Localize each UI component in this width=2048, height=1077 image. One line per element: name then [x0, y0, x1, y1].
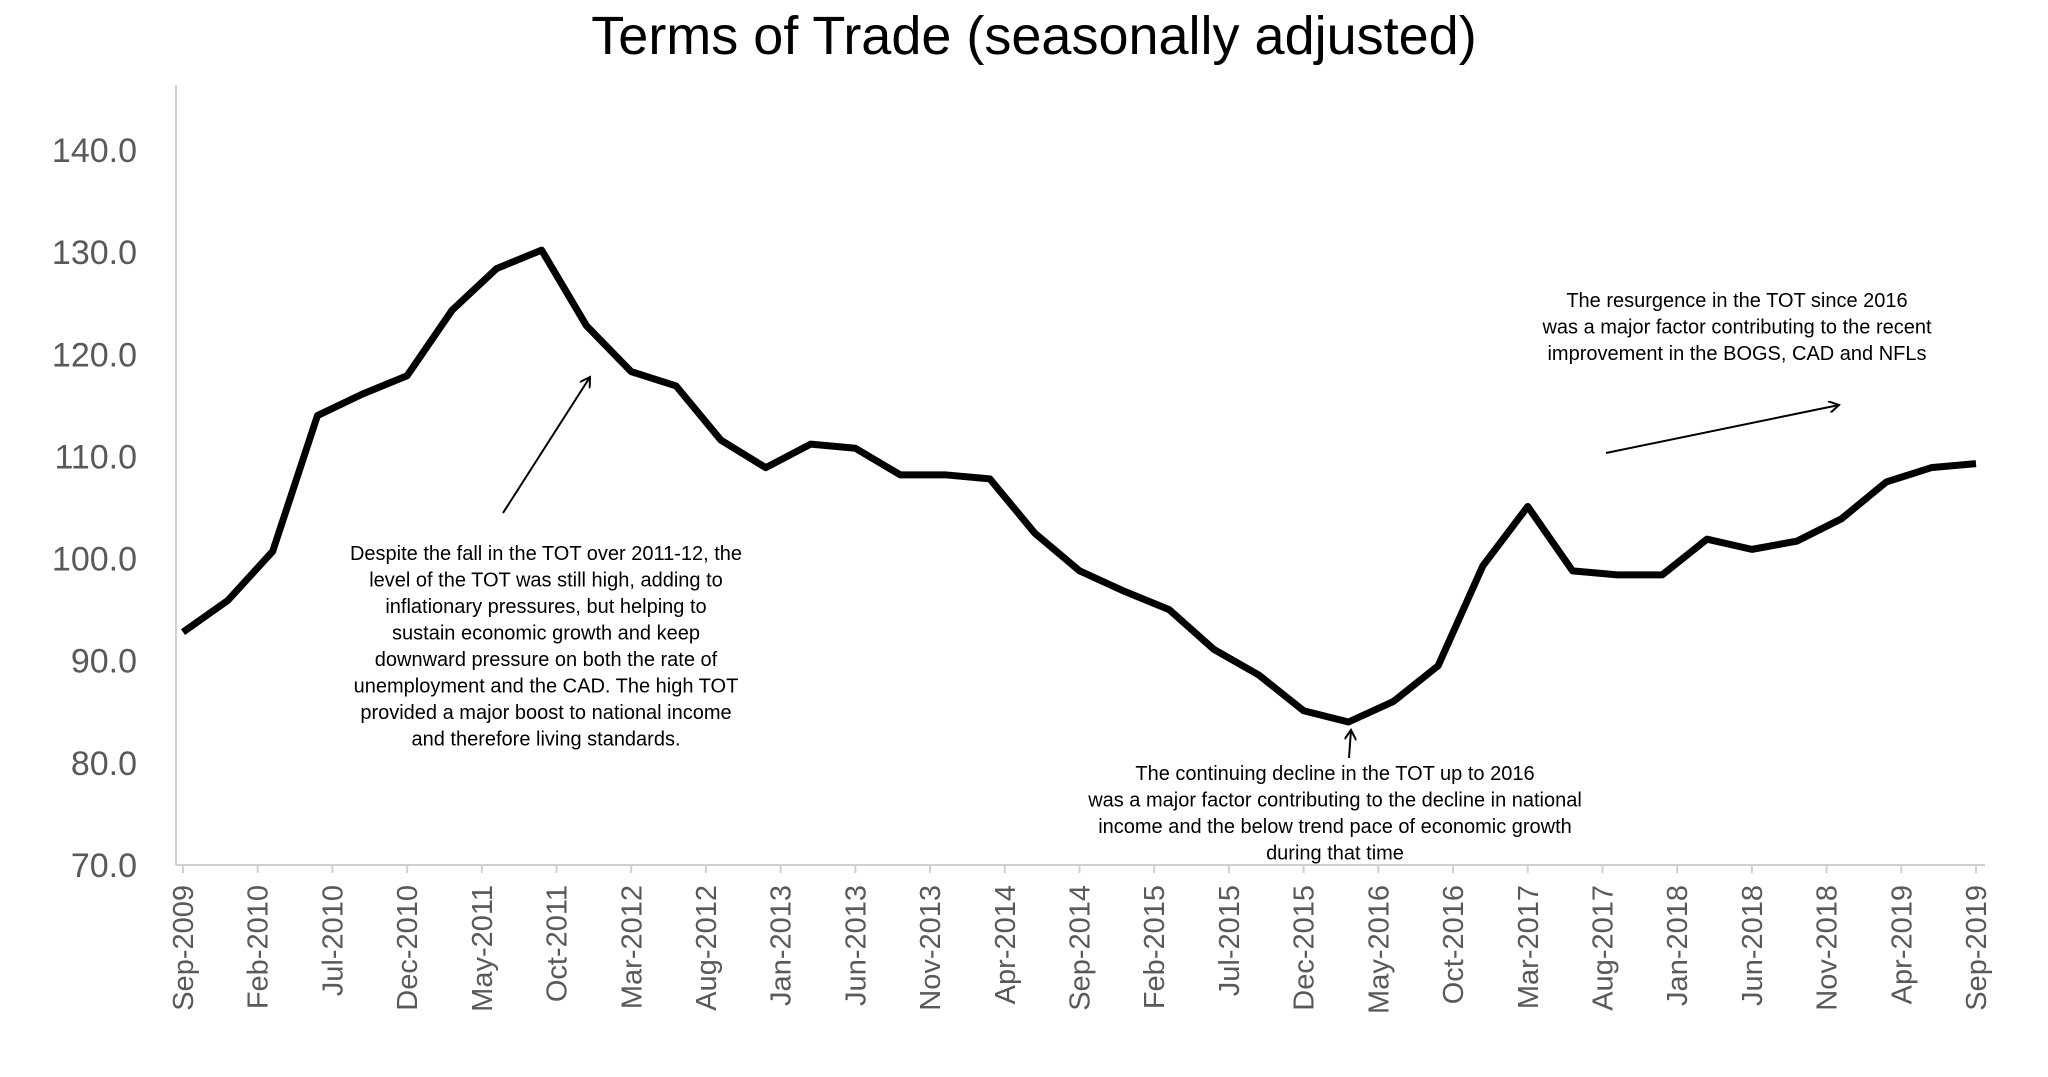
x-tick-label: Jun-2013 — [840, 885, 872, 1006]
y-tick-label: 120.0 — [52, 336, 137, 374]
y-tick-label: 140.0 — [52, 132, 137, 170]
annotation-arrow-resurgence — [1605, 405, 1839, 454]
x-tick-label: Oct-2016 — [1438, 885, 1470, 1004]
x-tick-label: Aug-2012 — [691, 885, 723, 1011]
annotation-line: income and the below trend pace of econo… — [1098, 816, 1572, 838]
y-tick-label: 100.0 — [52, 541, 137, 579]
x-tick-label: Jan-2013 — [766, 885, 798, 1006]
annotation-arrow-2011 — [502, 377, 590, 514]
annotation-resurgence: The resurgence in the TOT since 2016 was … — [1541, 290, 1932, 365]
x-tick-label: Oct-2011 — [542, 885, 574, 1002]
y-tick-label: 80.0 — [71, 745, 137, 783]
annotation-line: improvement in the BOGS, CAD and NFLs — [1547, 343, 1926, 365]
x-tick-label: Dec-2010 — [392, 885, 424, 1011]
annotation-decline-2016: The continuing decline in the TOT up to … — [1087, 763, 1582, 865]
chart-title: Terms of Trade (seasonally adjusted) — [591, 6, 1476, 66]
x-tick-label: Nov-2013 — [915, 885, 947, 1011]
x-tick-label: Sep-2009 — [168, 885, 200, 1011]
y-tick-label: 110.0 — [54, 438, 137, 476]
annotation-line: level of the TOT was still high, adding … — [369, 570, 723, 592]
annotation-2011-12: Despite the fall in the TOT over 2011-12… — [350, 543, 742, 751]
x-tick-label: Sep-2019 — [1961, 885, 1993, 1011]
x-tick-label: May-2016 — [1363, 885, 1395, 1014]
annotation-line: was a major factor contributing to the d… — [1087, 790, 1582, 812]
annotation-line: downward pressure on both the rate of — [375, 649, 718, 671]
x-tick-label: Feb-2015 — [1139, 885, 1171, 1009]
x-tick-label: Jun-2018 — [1737, 885, 1769, 1006]
x-tick-label: Dec-2015 — [1289, 885, 1321, 1011]
x-tick-label: Mar-2012 — [616, 885, 648, 1009]
annotation-line: Despite the fall in the TOT over 2011-12… — [350, 543, 742, 565]
x-tick-label: Apr-2014 — [990, 885, 1022, 1004]
annotation-line: and therefore living standards. — [411, 729, 680, 751]
x-tick-label: Aug-2017 — [1587, 885, 1619, 1011]
annotation-line: provided a major boost to national incom… — [360, 702, 731, 724]
x-tick-label: Jul-2015 — [1214, 885, 1246, 996]
annotation-line: The resurgence in the TOT since 2016 — [1566, 290, 1907, 312]
x-tick-label: Mar-2017 — [1513, 885, 1545, 1009]
x-tick-label: Apr-2019 — [1886, 885, 1918, 1004]
annotation-arrow-2016 — [1349, 730, 1351, 759]
annotation-line: sustain economic growth and keep — [392, 623, 700, 645]
series-line-tot — [180, 246, 1977, 726]
x-tick-label: Jan-2018 — [1662, 885, 1694, 1006]
x-tick-label: Sep-2014 — [1065, 885, 1097, 1011]
x-tick-label: Jul-2010 — [317, 885, 349, 996]
y-tick-label: 90.0 — [71, 643, 137, 681]
x-tick-label: May-2011 — [467, 885, 499, 1012]
y-tick-label: 70.0 — [71, 847, 137, 885]
x-tick-label: Nov-2018 — [1812, 885, 1844, 1011]
annotation-line: The continuing decline in the TOT up to … — [1135, 763, 1534, 785]
annotation-line: inflationary pressures, but helping to — [385, 596, 706, 618]
y-tick-label: 130.0 — [52, 234, 137, 272]
annotation-line: during that time — [1266, 843, 1404, 865]
annotation-line: unemployment and the CAD. The high TOT — [354, 676, 739, 698]
x-tick-label: Feb-2010 — [243, 885, 275, 1009]
annotation-line: was a major factor contributing to the r… — [1541, 317, 1932, 339]
